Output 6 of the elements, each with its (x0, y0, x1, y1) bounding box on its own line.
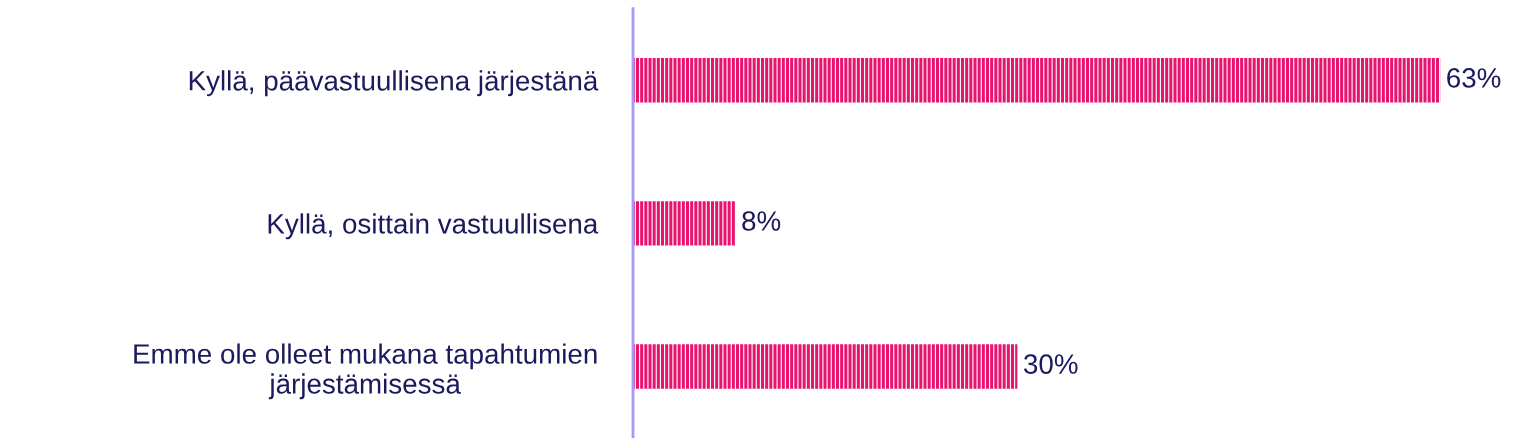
data-label: 63% (1447, 68, 1501, 88)
y-tick-label: Kyllä, päävastuullisena järjestänä (189, 70, 599, 97)
data-label: 8% (742, 211, 781, 231)
data-label: 30% (1024, 354, 1078, 374)
y-tick-label: Kyllä, osittain vastuullisena (268, 213, 599, 240)
y-tick-label: Emme ole olleet mukana tapahtumien järjestämisessä (134, 343, 597, 400)
